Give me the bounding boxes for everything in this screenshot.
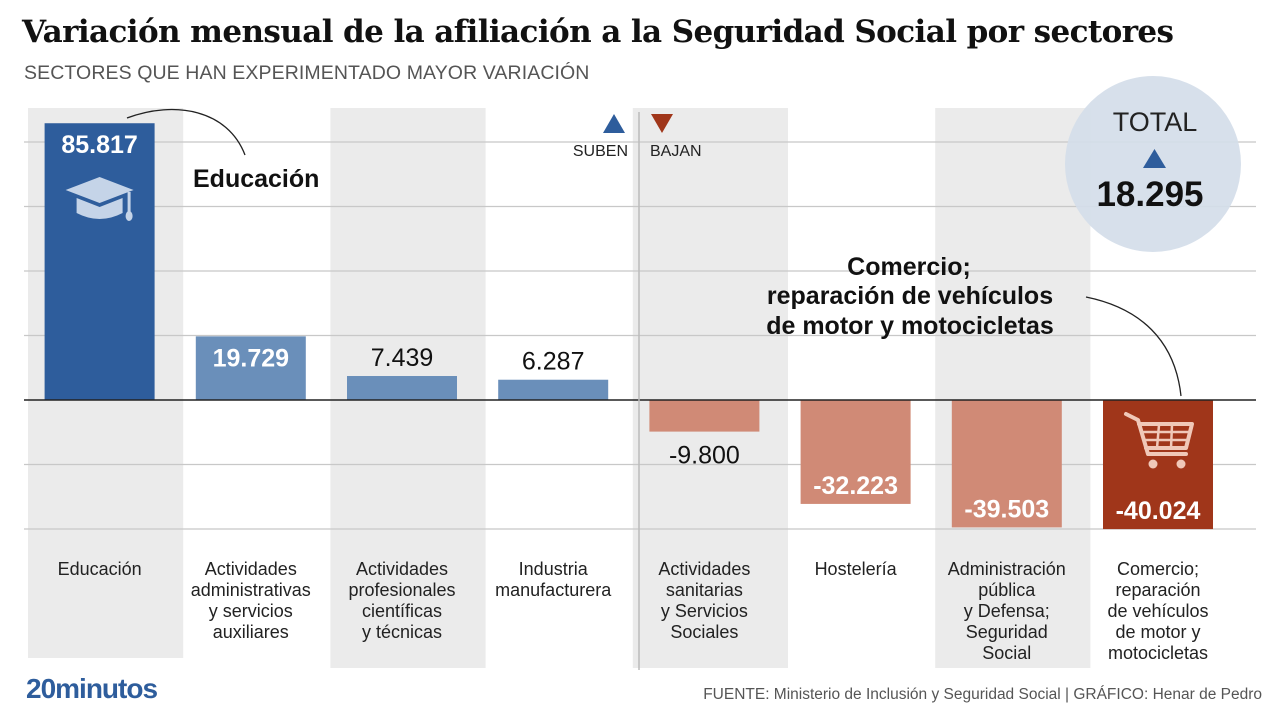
bar xyxy=(649,400,760,432)
callout-commerce-line-3: de motor y motocicletas xyxy=(766,312,1054,340)
category-label: Hostelería xyxy=(815,559,898,579)
category-label: administrativas xyxy=(191,580,311,600)
column-shade xyxy=(935,108,1091,668)
category-label: de vehículos xyxy=(1107,601,1208,621)
category-label: y Defensa; xyxy=(964,601,1050,621)
bar-value-label: 85.817 xyxy=(61,131,137,159)
triangle-up-icon xyxy=(603,114,625,133)
callout-commerce-line-1: Comercio; xyxy=(847,253,971,281)
shopping-cart-icon xyxy=(1124,412,1194,469)
legend-up-label: SUBEN xyxy=(573,143,628,160)
category-label: manufacturera xyxy=(495,580,612,600)
callout-education: Educación xyxy=(126,108,319,193)
column-shade xyxy=(632,108,788,668)
category-label: pública xyxy=(978,580,1036,600)
bar xyxy=(195,336,306,400)
bar xyxy=(1103,400,1213,530)
category-label: Social xyxy=(982,643,1031,663)
category-label: auxiliares xyxy=(213,622,289,642)
category-label: y Servicios xyxy=(661,601,748,621)
triangle-up-icon xyxy=(1143,149,1166,168)
callout-education-label: Educación xyxy=(193,165,319,193)
category-label: y técnicas xyxy=(362,622,442,642)
total-label: TOTAL xyxy=(1113,107,1198,137)
callout-commerce-line-2: reparación de vehículos xyxy=(767,282,1053,310)
chart-subtitle: SECTORES QUE HAN EXPERIMENTADO MAYOR VAR… xyxy=(24,62,590,84)
chart-title: Variación mensual de la afiliación a la … xyxy=(22,14,1174,50)
category-label: motocicletas xyxy=(1108,643,1208,663)
bar-value-label: 7.439 xyxy=(371,344,434,372)
triangle-down-icon xyxy=(651,114,673,133)
graduation-cap-icon xyxy=(65,177,134,221)
bar-value-label: 6.287 xyxy=(522,348,585,376)
category-label: Actividades xyxy=(205,559,297,579)
brand-logo: 20minutos xyxy=(26,673,158,704)
category-label: reparación xyxy=(1115,580,1200,600)
category-label: profesionales xyxy=(348,580,455,600)
legend-down-label: BAJAN xyxy=(650,143,702,160)
bar xyxy=(800,400,911,504)
callout-commerce: Comercio; reparación de vehículos de mot… xyxy=(766,253,1182,397)
category-label: y servicios xyxy=(209,601,293,621)
category-label: Administración xyxy=(948,559,1066,579)
bar xyxy=(347,376,457,400)
total-badge: TOTAL 18.295 xyxy=(1065,76,1241,252)
category-label: Actividades xyxy=(356,559,448,579)
category-label: Sociales xyxy=(670,622,738,642)
category-label: Comercio; xyxy=(1117,559,1199,579)
bar xyxy=(498,379,609,400)
callout-line xyxy=(1085,296,1182,397)
bar-value-label: 19.729 xyxy=(213,344,289,372)
bar xyxy=(951,400,1062,528)
bar-value-label: -9.800 xyxy=(669,442,740,470)
category-label: Educación xyxy=(58,559,142,579)
legend: SUBEN BAJAN xyxy=(573,114,702,160)
bar-value-label: -32.223 xyxy=(813,472,898,500)
bar-value-label: -39.503 xyxy=(964,495,1049,523)
callout-line xyxy=(126,108,246,156)
total-value: 18.295 xyxy=(1096,175,1203,214)
bar-value-label: -40.024 xyxy=(1116,497,1201,525)
category-label: Seguridad xyxy=(966,622,1048,642)
bar xyxy=(44,123,155,400)
category-label: Actividades xyxy=(658,559,750,579)
category-label: Industria xyxy=(519,559,589,579)
category-label: sanitarias xyxy=(666,580,743,600)
category-label: de motor y xyxy=(1115,622,1200,642)
source-credit: FUENTE: Ministerio de Inclusión y Seguri… xyxy=(703,686,1262,703)
category-label: científicas xyxy=(362,601,442,621)
